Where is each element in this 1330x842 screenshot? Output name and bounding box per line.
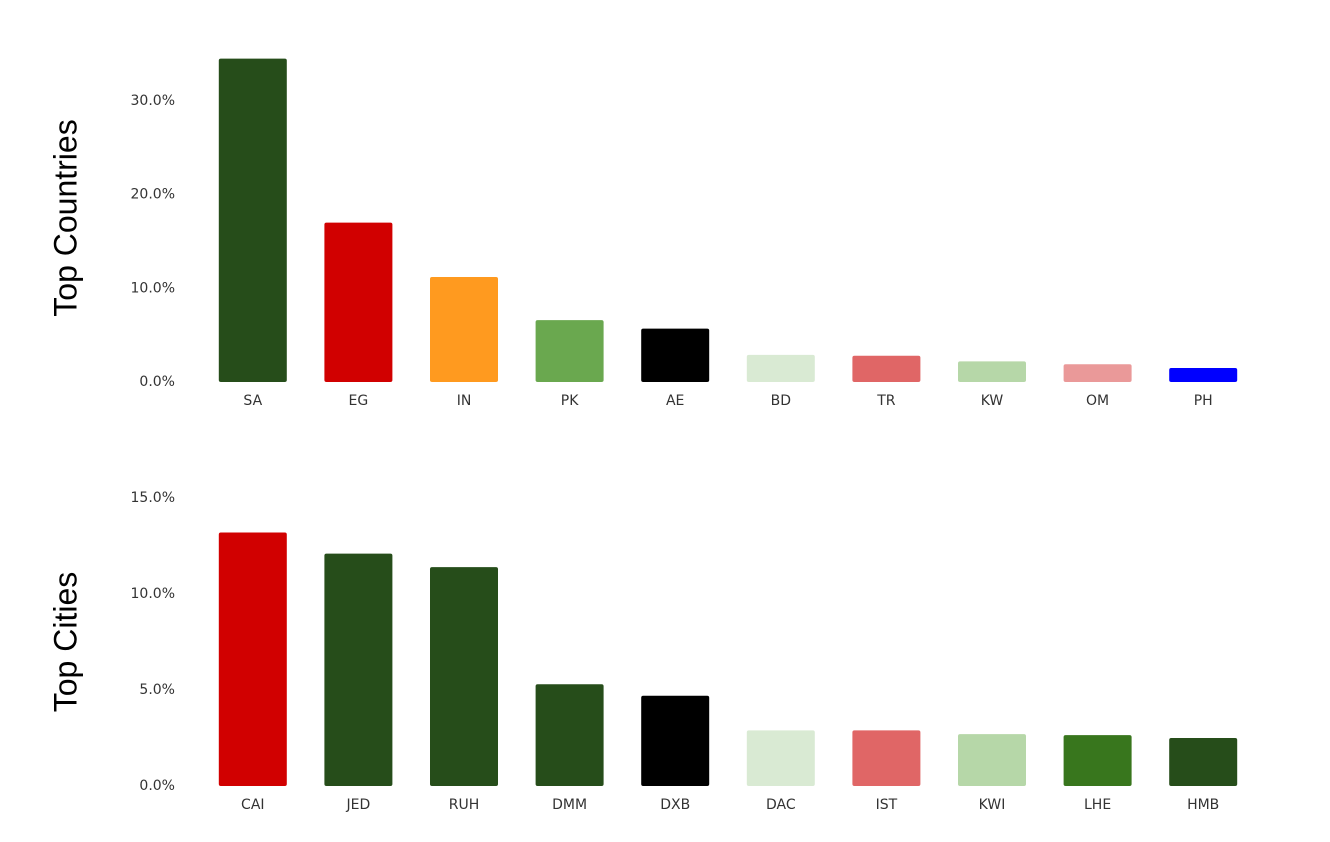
x-tick-label: DMM [552,797,587,813]
bar [1063,735,1132,786]
y-tick-label: 20.0% [131,187,175,203]
y-axis-title: Top Countries [47,119,83,316]
bar [958,361,1026,382]
y-tick-label: 5.0% [139,682,175,698]
bar [535,684,604,786]
bar [535,320,604,382]
bar [958,734,1026,786]
x-tick-label: AE [666,393,684,409]
x-tick-label: EG [349,393,369,409]
bar [324,553,393,786]
x-tick-label: KWI [979,797,1006,813]
x-tick-label: OM [1086,393,1109,409]
bar [746,354,815,382]
x-tick-label: LHE [1084,797,1111,813]
bar [852,355,921,382]
x-tick-label: IST [876,797,898,813]
bar [641,328,710,382]
x-tick-label: TR [876,393,896,409]
x-tick-label: RUH [449,797,480,813]
bar [324,222,393,382]
bar [218,532,287,786]
x-tick-label: PK [561,393,579,409]
x-tick-label: DAC [766,797,796,813]
bar [746,730,815,786]
x-tick-label: HMB [1187,797,1219,813]
y-tick-label: 15.0% [131,490,175,506]
x-tick-label: DXB [660,797,690,813]
y-tick-label: 10.0% [131,280,175,296]
y-axis-title: Top Cities [47,572,83,713]
bar [641,695,710,786]
y-tick-label: 30.0% [131,93,175,109]
x-tick-label: BD [771,393,791,409]
x-tick-label: CAI [241,797,264,813]
bar [218,58,287,382]
y-tick-label: 0.0% [139,374,175,390]
x-tick-label: JED [346,797,371,813]
bar [430,567,498,786]
y-tick-label: 0.0% [139,778,175,794]
y-tick-label: 10.0% [131,586,175,602]
bar [852,730,921,786]
bar [1063,364,1132,382]
x-tick-label: KW [981,393,1004,409]
bar [1169,738,1238,786]
x-tick-label: SA [243,393,262,409]
bar [430,277,498,382]
x-tick-label: PH [1194,393,1213,409]
x-tick-label: IN [457,393,472,409]
bar [1169,367,1238,382]
